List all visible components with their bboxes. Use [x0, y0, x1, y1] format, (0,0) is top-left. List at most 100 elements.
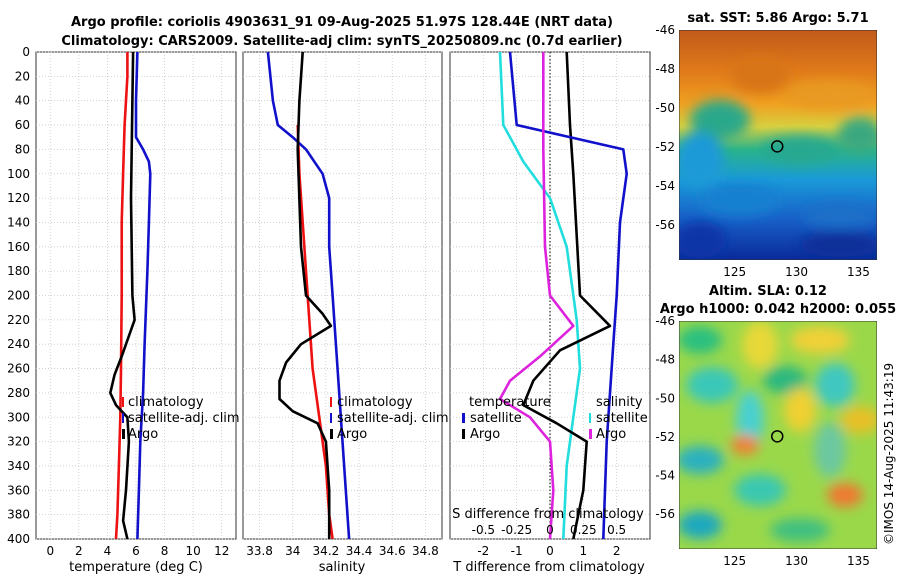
sla-field [679, 321, 877, 549]
depth-tick-label: 40 [15, 94, 30, 108]
x-tick-label: 10 [186, 544, 201, 558]
s-tick-label: 0.5 [607, 523, 626, 537]
depth-tick-label: 360 [7, 483, 30, 497]
sla-map-title-2: Argo h1000: 0.042 h2000: 0.055 [660, 302, 896, 317]
depth-tick-label: 0 [22, 45, 30, 59]
sla-map [679, 321, 877, 549]
s-difference-ticks: -0.5 -0.25 0 0.25 0.5 [472, 523, 627, 537]
depth-tick-label: 100 [7, 167, 30, 181]
map-lon-tick: 135 [847, 554, 870, 568]
sst-features [679, 57, 877, 258]
salinity-xlabel: salinity [319, 560, 366, 575]
series-temperature-satellite [498, 51, 582, 540]
map-lat-tick: -54 [655, 469, 675, 483]
legend-satellite-t: satellite [470, 411, 522, 426]
legend-swatch-climatology [330, 397, 332, 407]
s-tick-label: 0.25 [570, 523, 597, 537]
argo-location-marker [771, 140, 784, 153]
x-tick-label: 2 [75, 544, 83, 558]
map-lat-tick: -52 [655, 140, 675, 154]
x-tick-label: 2 [613, 544, 621, 558]
x-axes: 0 2 4 6 8 10 12 33.8 34 34.2 34.4 34.6 34.8 -2 -1 0 1 2 [46, 544, 620, 558]
depth-tick-label: 160 [7, 240, 30, 254]
series-satellite-adj-clim [134, 51, 152, 540]
map-lat-tick: -50 [655, 391, 675, 405]
legend-swatch-satellite-t [462, 413, 465, 423]
sst-map-title: sat. SST: 5.86 Argo: 5.71 [687, 11, 868, 26]
s-tick-label: -0.5 [472, 523, 495, 537]
depth-tick-label: 20 [15, 69, 30, 83]
map-lon-tick: 125 [723, 265, 746, 279]
depth-tick-label: 320 [7, 435, 30, 449]
map-lat-tick: -46 [655, 314, 675, 328]
depth-tick-label: 300 [7, 410, 30, 424]
legend-swatch-argo [330, 429, 333, 439]
x-tick-label: 0 [46, 544, 54, 558]
series-climatology [296, 124, 334, 540]
depth-tick-label: 220 [7, 313, 30, 327]
depth-tick-label: 140 [7, 215, 30, 229]
s-difference-label: S difference from climatology [452, 507, 644, 522]
legend-swatch-satellite [122, 413, 124, 423]
x-tick-label: 4 [104, 544, 112, 558]
x-tick-label: 6 [132, 544, 140, 558]
depth-tick-label: 240 [7, 337, 30, 351]
sst-map-ticks: -46 -48 -50 -52 -54 -56 125 130 135 [655, 23, 870, 279]
series-salinity-argo [498, 52, 575, 540]
map-lon-tick: 130 [785, 265, 808, 279]
x-tick-label: 34.4 [346, 544, 373, 558]
argo-location-marker [771, 430, 784, 443]
series-satellite-adj-clim [266, 51, 351, 540]
map-lon-tick: 130 [785, 554, 808, 568]
sla-map-ticks: -46 -48 -50 -52 -54 -56 125 130 135 [655, 314, 870, 568]
map-lat-tick: -56 [655, 507, 675, 521]
series-argo [278, 51, 333, 539]
x-tick-label: 8 [161, 544, 169, 558]
legend-climatology: climatology [337, 395, 413, 410]
map-lon-tick: 125 [723, 554, 746, 568]
depth-tick-label: 340 [7, 459, 30, 473]
difference-legend: temperature satellite Argo salinity sate… [462, 395, 648, 442]
legend-swatch-satellite [330, 413, 332, 423]
depth-axis: 0 20 40 60 80 100 120 140 160 180 200 220 240 260 280 3… [7, 45, 30, 546]
salinity-legend: climatology satellite-adj. clim Argo [330, 395, 449, 442]
map-lat-tick: -54 [655, 179, 675, 193]
s-tick-label: -0.25 [501, 523, 532, 537]
x-tick-label: -1 [511, 544, 523, 558]
legend-salinity-title: salinity [596, 395, 643, 410]
legend-argo-s: Argo [596, 427, 626, 442]
sla-map-title-1: Altim. SLA: 0.12 [709, 284, 827, 299]
s-tick-label: 0 [546, 523, 554, 537]
depth-tick-label: 120 [7, 191, 30, 205]
map-lat-tick: -46 [655, 23, 675, 37]
depth-tick-label: 80 [15, 142, 30, 156]
depth-tick-label: 400 [7, 532, 30, 546]
legend-satellite-s: satellite [596, 411, 648, 426]
imos-credit: ©IMOS 14-Aug-2025 11:43:19 [882, 363, 896, 545]
depth-tick-label: 200 [7, 289, 30, 303]
legend-swatch-argo-s [589, 429, 592, 439]
difference-xlabel: T difference from climatology [452, 560, 645, 575]
x-tick-label: 34.2 [313, 544, 340, 558]
title-line-1: Argo profile: coriolis 4903631_91 09-Aug… [71, 15, 613, 30]
legend-argo: Argo [337, 427, 367, 442]
map-lon-tick: 135 [847, 265, 870, 279]
map-lat-tick: -56 [655, 218, 675, 232]
depth-tick-label: 260 [7, 362, 30, 376]
depth-tick-label: 60 [15, 118, 30, 132]
legend-swatch-argo [122, 429, 125, 439]
x-tick-label: 34.8 [412, 544, 439, 558]
legend-swatch-climatology [122, 397, 124, 407]
legend-temperature-title: temperature [469, 395, 551, 410]
title-line-2: Climatology: CARS2009. Satellite-adj cli… [61, 34, 622, 49]
series-salinity-satellite [508, 51, 629, 540]
legend-argo-t: Argo [470, 427, 500, 442]
temperature-legend: climatology satellite-adj. clim Argo [122, 395, 240, 442]
sla-features [679, 321, 877, 542]
depth-tick-label: 380 [7, 508, 30, 522]
x-tick-label: 34 [285, 544, 300, 558]
x-tick-label: 1 [580, 544, 588, 558]
map-lat-tick: -52 [655, 430, 675, 444]
x-tick-label: -2 [477, 544, 489, 558]
